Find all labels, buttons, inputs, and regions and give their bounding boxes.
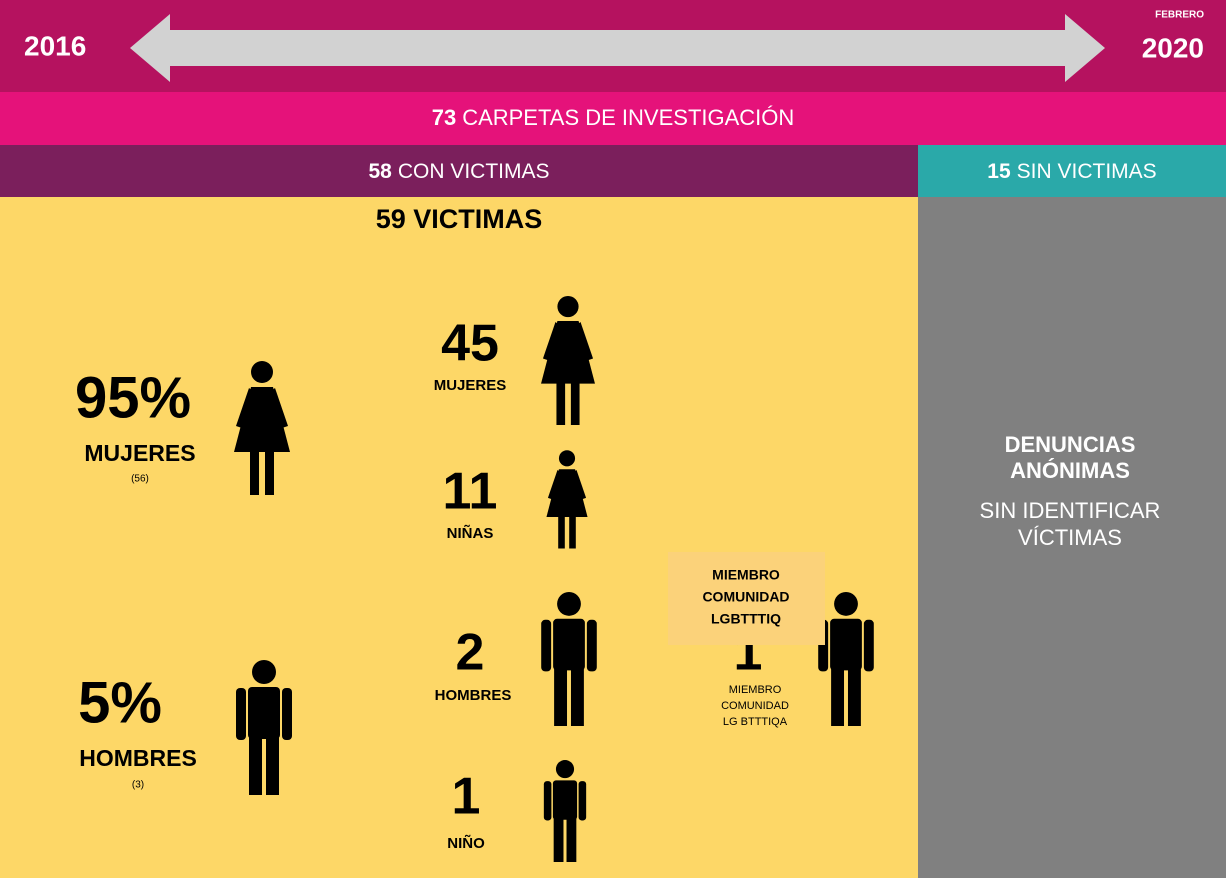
end-year: 2020	[1142, 32, 1204, 63]
breakdown-number: 11	[443, 463, 498, 521]
victims-panel	[0, 197, 918, 878]
start-year: 2016	[24, 30, 86, 61]
without-victims-text: 15 SIN VICTIMAS	[987, 160, 1156, 183]
lgbt-label: MIEMBRO	[729, 684, 782, 696]
total-bar	[0, 92, 1226, 145]
total-label: CARPETAS DE INVESTIGACIÓN	[462, 105, 794, 130]
anonymous-sub: SIN IDENTIFICAR	[980, 498, 1161, 523]
without-victims-label: SIN VICTIMAS	[1017, 160, 1157, 183]
breakdown-number: 2	[456, 624, 485, 682]
callout-line: LGBTTTIQ	[711, 611, 781, 627]
with-victims-text: 58 CON VICTIMAS	[368, 160, 549, 183]
victims-title: 59 VICTIMAS	[376, 204, 543, 234]
summary-value: 5%	[78, 670, 162, 735]
with-victims-bar	[0, 145, 918, 197]
with-victims-label: CON VICTIMAS	[398, 160, 550, 183]
lgbt-label: LG BTTTIQA	[723, 716, 788, 728]
lgbt-callout	[668, 552, 825, 645]
total-text: 73 CARPETAS DE INVESTIGACIÓN	[432, 105, 795, 130]
summary-label: HOMBRES	[79, 745, 197, 771]
lgbt-label: COMUNIDAD	[721, 700, 789, 712]
breakdown-label: NIÑO	[447, 834, 485, 852]
anonymous-title: DENUNCIAS	[1005, 432, 1136, 457]
callout-line: COMUNIDAD	[702, 589, 789, 605]
summary-value: 95%	[75, 365, 191, 430]
without-victims-number: 15	[987, 160, 1011, 183]
breakdown-label: MUJERES	[434, 377, 507, 394]
summary-label: MUJERES	[84, 440, 195, 466]
breakdown-label: NIÑAS	[447, 524, 494, 542]
total-number: 73	[432, 105, 456, 130]
anonymous-title: ANÓNIMAS	[1010, 458, 1130, 483]
without-victims-bar	[918, 145, 1226, 197]
timeline-arrow	[130, 14, 1105, 82]
summary-count: (56)	[131, 474, 149, 485]
with-victims-number: 58	[368, 160, 392, 183]
summary-count: (3)	[132, 780, 144, 791]
anonymous-sub: VÍCTIMAS	[1018, 525, 1122, 550]
anonymous-panel	[918, 197, 1226, 878]
end-note: FEBRERO	[1155, 10, 1204, 21]
breakdown-number: 45	[441, 315, 499, 373]
callout-line: MIEMBRO	[712, 567, 780, 583]
breakdown-number: 1	[452, 768, 481, 826]
breakdown-label: HOMBRES	[435, 687, 512, 704]
